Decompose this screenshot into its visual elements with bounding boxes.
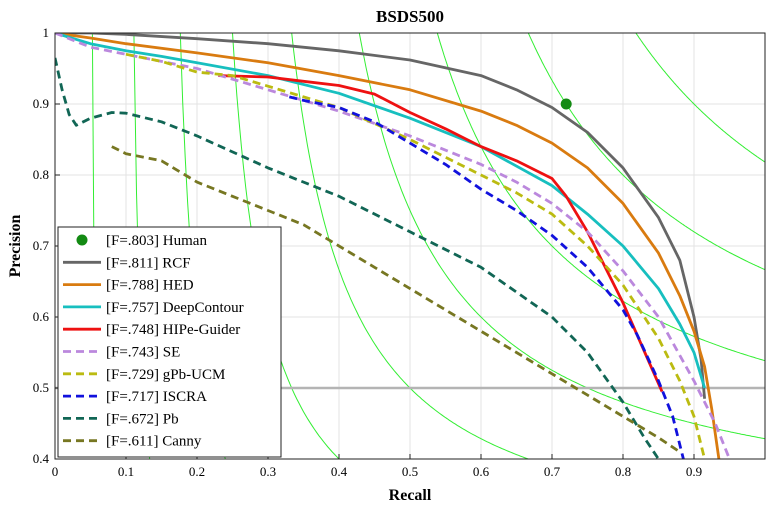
- legend-label: [F=.788] HED: [106, 278, 194, 294]
- x-tick-label: 0.1: [118, 464, 134, 479]
- x-axis-ticks: 0 0.1 0.2 0.3 0.4 0.5 0.6 0.7 0.8 0.9: [52, 454, 702, 479]
- y-tick-label: 0.7: [33, 238, 50, 253]
- legend: [F=.803] Human [F=.811] RCF [F=.788] HED [F…: [57, 226, 282, 458]
- series-line: [55, 33, 706, 389]
- x-tick-label: 0.7: [544, 464, 561, 479]
- chart-title: BSDS500: [376, 7, 444, 26]
- legend-label: [F=.803] Human: [106, 233, 207, 249]
- iso-f-curve: [291, 33, 530, 459]
- legend-label: [F=.748] HIPe-Guider: [106, 322, 240, 338]
- y-tick-label: 0.9: [33, 96, 49, 111]
- legend-label: [F=.717] ISCRA: [106, 389, 207, 405]
- y-axis-ticks: 0.4 0.5 0.6 0.7 0.8 0.9 1: [33, 25, 60, 466]
- x-tick-label: 0.8: [615, 464, 631, 479]
- x-tick-label: 0.6: [473, 464, 490, 479]
- human-point: [560, 98, 572, 110]
- y-tick-label: 0.4: [33, 451, 50, 466]
- y-tick-label: 0.6: [33, 309, 50, 324]
- legend-label: [F=.672] Pb: [106, 411, 179, 427]
- iso-f-curve: [436, 33, 765, 362]
- series-line: [218, 74, 664, 393]
- x-tick-label: 0.4: [331, 464, 348, 479]
- legend-label: [F=.757] DeepContour: [106, 300, 244, 316]
- legend-label: [F=.611] Canny: [106, 434, 202, 450]
- series-line: [55, 57, 660, 459]
- y-tick-label: 0.8: [33, 167, 49, 182]
- series-line: [111, 145, 681, 454]
- y-axis-label: Precision: [7, 215, 24, 278]
- x-tick-label: 0.3: [260, 464, 276, 479]
- x-tick-label: 0.9: [686, 464, 702, 479]
- x-tick-label: 0.2: [189, 464, 205, 479]
- iso-f-curve: [635, 33, 765, 163]
- legend-label: [F=.743] SE: [106, 345, 180, 361]
- series-line: [55, 33, 731, 459]
- legend-label: [F=.811] RCF: [106, 255, 191, 271]
- x-axis-label: Recall: [389, 487, 432, 504]
- series-line: [55, 33, 721, 459]
- legend-label: [F=.729] gPb-UCM: [106, 367, 225, 383]
- human-marker: [560, 98, 572, 110]
- series-lines: [55, 33, 731, 459]
- y-tick-label: 0.5: [33, 380, 49, 395]
- x-tick-label: 0.5: [402, 464, 418, 479]
- x-tick-label: 0: [52, 464, 59, 479]
- series-line: [125, 52, 706, 459]
- legend-marker-human: [76, 234, 88, 246]
- series-line: [55, 33, 706, 399]
- y-tick-label: 1: [43, 25, 50, 40]
